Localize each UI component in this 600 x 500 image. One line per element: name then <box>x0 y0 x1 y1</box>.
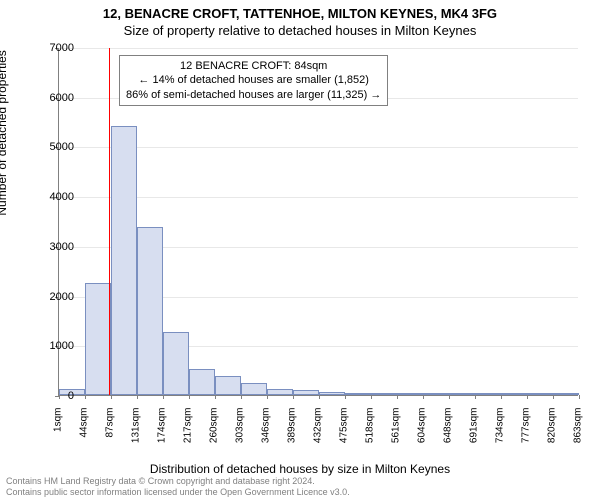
xtick-label: 777sqm <box>521 408 532 458</box>
xtick-label: 691sqm <box>469 408 480 458</box>
histogram-bar <box>319 392 345 395</box>
xtick-label: 820sqm <box>547 408 558 458</box>
xtick-mark <box>475 395 476 399</box>
xtick-mark <box>579 395 580 399</box>
xtick-mark <box>163 395 164 399</box>
histogram-bar <box>449 393 475 395</box>
histogram-bar <box>111 126 137 395</box>
ytick-label: 6000 <box>34 92 74 104</box>
ytick-label: 3000 <box>34 241 74 253</box>
xtick-label: 734sqm <box>495 408 506 458</box>
histogram-bar <box>85 283 111 395</box>
xtick-label: 87sqm <box>105 408 116 458</box>
xtick-label: 432sqm <box>313 408 324 458</box>
annotation-line1: 12 BENACRE CROFT: 84sqm <box>126 59 381 73</box>
footer-attribution: Contains HM Land Registry data © Crown c… <box>6 476 350 498</box>
xtick-label: 174sqm <box>157 408 168 458</box>
xtick-mark <box>501 395 502 399</box>
xtick-mark <box>267 395 268 399</box>
xtick-mark <box>241 395 242 399</box>
xtick-label: 863sqm <box>573 408 584 458</box>
histogram-bar <box>345 393 371 395</box>
histogram-bar <box>371 393 397 395</box>
xtick-label: 346sqm <box>261 408 272 458</box>
xtick-label: 518sqm <box>365 408 376 458</box>
xtick-label: 604sqm <box>417 408 428 458</box>
histogram-bar <box>215 376 241 395</box>
xtick-mark <box>137 395 138 399</box>
histogram-bar <box>397 393 423 395</box>
xtick-mark <box>449 395 450 399</box>
xtick-mark <box>189 395 190 399</box>
xtick-mark <box>527 395 528 399</box>
histogram-bar <box>475 393 501 395</box>
xtick-label: 648sqm <box>443 408 454 458</box>
histogram-bar <box>423 393 449 395</box>
ytick-label: 0 <box>34 390 74 402</box>
x-axis-label: Distribution of detached houses by size … <box>0 462 600 476</box>
xtick-mark <box>111 395 112 399</box>
xtick-mark <box>319 395 320 399</box>
footer-line-1: Contains HM Land Registry data © Crown c… <box>6 476 350 487</box>
xtick-mark <box>553 395 554 399</box>
y-axis-label: Number of detached properties <box>0 50 9 215</box>
histogram-bar <box>163 332 189 395</box>
xtick-label: 475sqm <box>339 408 350 458</box>
xtick-mark <box>423 395 424 399</box>
xtick-label: 260sqm <box>209 408 220 458</box>
histogram-bar <box>293 390 319 395</box>
property-marker-line <box>109 48 110 395</box>
ytick-label: 1000 <box>34 340 74 352</box>
histogram-bar <box>189 369 215 395</box>
annotation-line3: 86% of semi-detached houses are larger (… <box>126 88 381 102</box>
chart-title-address: 12, BENACRE CROFT, TATTENHOE, MILTON KEY… <box>0 0 600 21</box>
xtick-mark <box>345 395 346 399</box>
xtick-label: 44sqm <box>79 408 90 458</box>
chart-container: 12, BENACRE CROFT, TATTENHOE, MILTON KEY… <box>0 0 600 500</box>
annotation-box: 12 BENACRE CROFT: 84sqm← 14% of detached… <box>119 55 388 106</box>
histogram-bar <box>553 393 579 395</box>
xtick-mark <box>85 395 86 399</box>
xtick-mark <box>371 395 372 399</box>
histogram-bar <box>527 393 553 395</box>
xtick-mark <box>397 395 398 399</box>
xtick-label: 217sqm <box>183 408 194 458</box>
histogram-bar <box>137 227 163 395</box>
ytick-label: 5000 <box>34 141 74 153</box>
xtick-label: 561sqm <box>391 408 402 458</box>
plot-area: 12 BENACRE CROFT: 84sqm← 14% of detached… <box>58 48 578 396</box>
histogram-bar <box>501 393 527 395</box>
footer-line-2: Contains public sector information licen… <box>6 487 350 498</box>
chart-subtitle: Size of property relative to detached ho… <box>0 21 600 38</box>
xtick-label: 303sqm <box>235 408 246 458</box>
gridline <box>59 48 578 49</box>
xtick-label: 1sqm <box>53 408 64 458</box>
histogram-bar <box>267 389 293 395</box>
ytick-label: 2000 <box>34 291 74 303</box>
xtick-label: 389sqm <box>287 408 298 458</box>
ytick-label: 7000 <box>34 42 74 54</box>
annotation-line2: ← 14% of detached houses are smaller (1,… <box>126 73 381 87</box>
xtick-mark <box>293 395 294 399</box>
ytick-label: 4000 <box>34 191 74 203</box>
xtick-label: 131sqm <box>131 408 142 458</box>
histogram-bar <box>241 383 267 395</box>
xtick-mark <box>215 395 216 399</box>
